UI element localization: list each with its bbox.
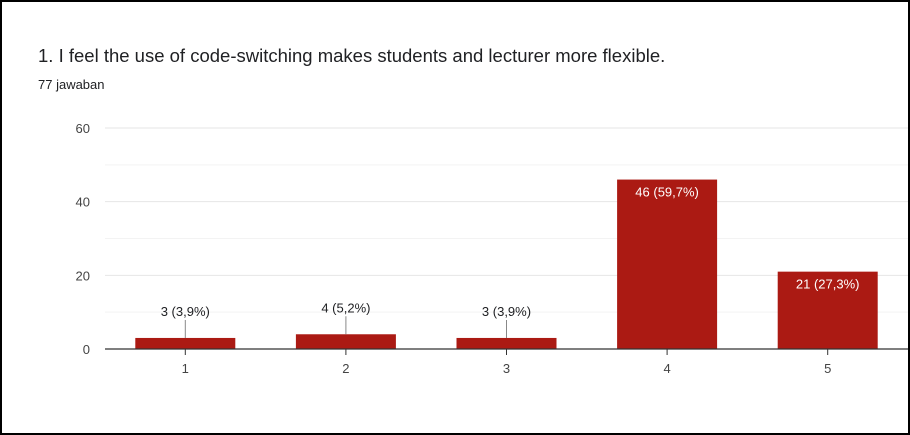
data-label: 46 (59,7%)	[635, 185, 699, 200]
bar	[135, 337, 236, 349]
y-tick-label: 40	[76, 195, 90, 210]
x-tick-label: 2	[342, 361, 349, 376]
x-tick-label: 4	[663, 361, 670, 376]
x-tick-label: 1	[182, 361, 189, 376]
y-tick-label: 60	[76, 121, 90, 136]
x-tick-label: 5	[824, 361, 831, 376]
y-tick-label: 0	[83, 342, 90, 357]
data-label: 3 (3,9%)	[161, 304, 210, 319]
bar	[456, 337, 557, 349]
response-count: 77 jawaban	[38, 77, 105, 92]
bar	[777, 271, 878, 349]
data-label: 21 (27,3%)	[796, 277, 860, 292]
data-label: 4 (5,2%)	[321, 300, 370, 315]
data-label: 3 (3,9%)	[482, 304, 531, 319]
bar	[617, 179, 718, 349]
chart-title: 1. I feel the use of code-switching make…	[38, 45, 666, 66]
x-tick-label: 3	[503, 361, 510, 376]
bar	[295, 334, 396, 349]
y-tick-label: 20	[76, 268, 90, 283]
